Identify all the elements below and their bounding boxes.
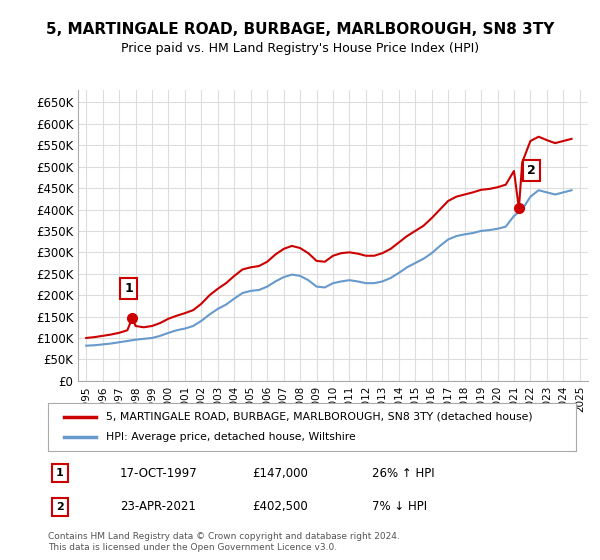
Text: 1: 1 <box>56 468 64 478</box>
Text: 1: 1 <box>124 282 133 295</box>
Text: 7% ↓ HPI: 7% ↓ HPI <box>372 500 427 514</box>
Text: £402,500: £402,500 <box>252 500 308 514</box>
Text: Price paid vs. HM Land Registry's House Price Index (HPI): Price paid vs. HM Land Registry's House … <box>121 42 479 55</box>
Text: Contains HM Land Registry data © Crown copyright and database right 2024.
This d: Contains HM Land Registry data © Crown c… <box>48 532 400 552</box>
Text: 26% ↑ HPI: 26% ↑ HPI <box>372 466 434 480</box>
Text: 2: 2 <box>527 164 536 177</box>
Text: £147,000: £147,000 <box>252 466 308 480</box>
Text: 17-OCT-1997: 17-OCT-1997 <box>120 466 198 480</box>
Text: 2: 2 <box>56 502 64 512</box>
Text: 5, MARTINGALE ROAD, BURBAGE, MARLBOROUGH, SN8 3TY (detached house): 5, MARTINGALE ROAD, BURBAGE, MARLBOROUGH… <box>106 412 533 422</box>
Text: 5, MARTINGALE ROAD, BURBAGE, MARLBOROUGH, SN8 3TY: 5, MARTINGALE ROAD, BURBAGE, MARLBOROUGH… <box>46 22 554 38</box>
Text: 23-APR-2021: 23-APR-2021 <box>120 500 196 514</box>
Text: HPI: Average price, detached house, Wiltshire: HPI: Average price, detached house, Wilt… <box>106 432 356 442</box>
